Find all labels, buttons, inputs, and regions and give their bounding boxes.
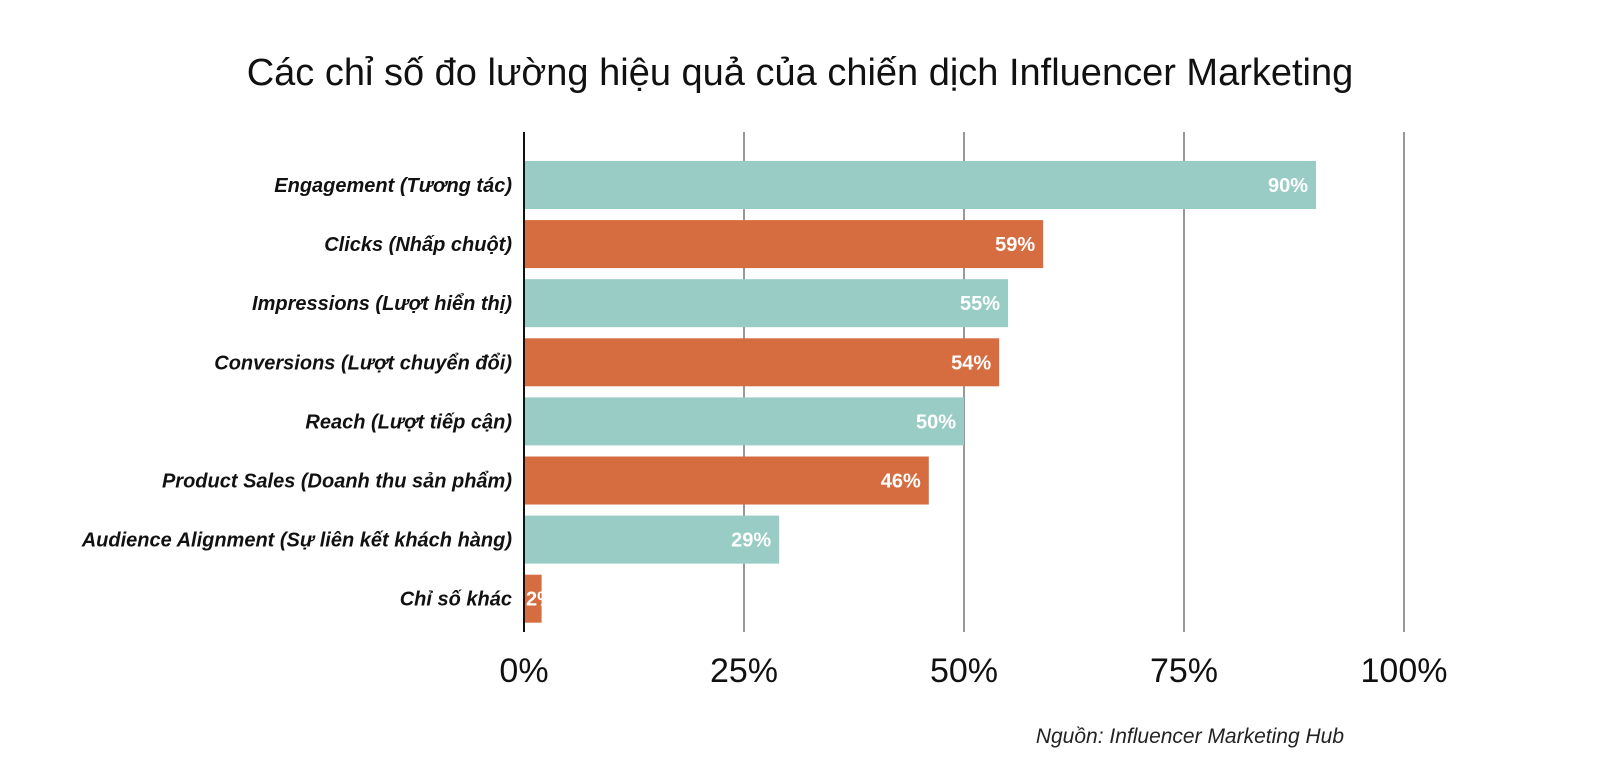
bar-6 [524,456,929,505]
bar-5 [524,397,964,446]
category-label: Impressions (Lượt hiển thị) [252,293,512,315]
x-tick-label: 100% [1361,652,1448,690]
data-label: 55% [960,293,1000,315]
data-label: 2% [526,589,555,611]
category-label: Product Sales (Doanh thu sản phẩm) [162,471,512,493]
data-label: 59% [995,234,1035,256]
data-label: 90% [1268,175,1308,197]
category-label: Chỉ số khác [400,589,512,611]
data-label: 54% [951,352,991,374]
x-tick-label: 0% [499,652,548,690]
bar-1 [524,161,1316,209]
data-label: 50% [916,411,956,433]
data-label: 46% [881,471,921,493]
bar-7 [524,515,780,564]
bar-2 [524,220,1044,269]
category-label: Conversions (Lượt chuyển đổi) [214,352,512,374]
category-label: Audience Alignment (Sự liên kết khách hà… [81,530,513,552]
category-label: Clicks (Nhấp chuột) [324,234,512,256]
category-label: Engagement (Tương tác) [274,175,512,197]
x-tick-label: 75% [1150,652,1218,690]
bar-3 [524,279,1008,328]
source-note: Nguồn: Influencer Marketing Hub [1035,725,1344,748]
bar-4 [524,338,1000,387]
x-tick-label: 50% [930,652,998,690]
data-label: 29% [731,530,771,552]
category-label: Reach (Lượt tiếp cận) [305,411,512,433]
chart-title: Các chỉ số đo lường hiệu quả của chiến d… [246,52,1354,94]
x-tick-label: 25% [710,652,778,690]
bar-8 [524,574,542,623]
